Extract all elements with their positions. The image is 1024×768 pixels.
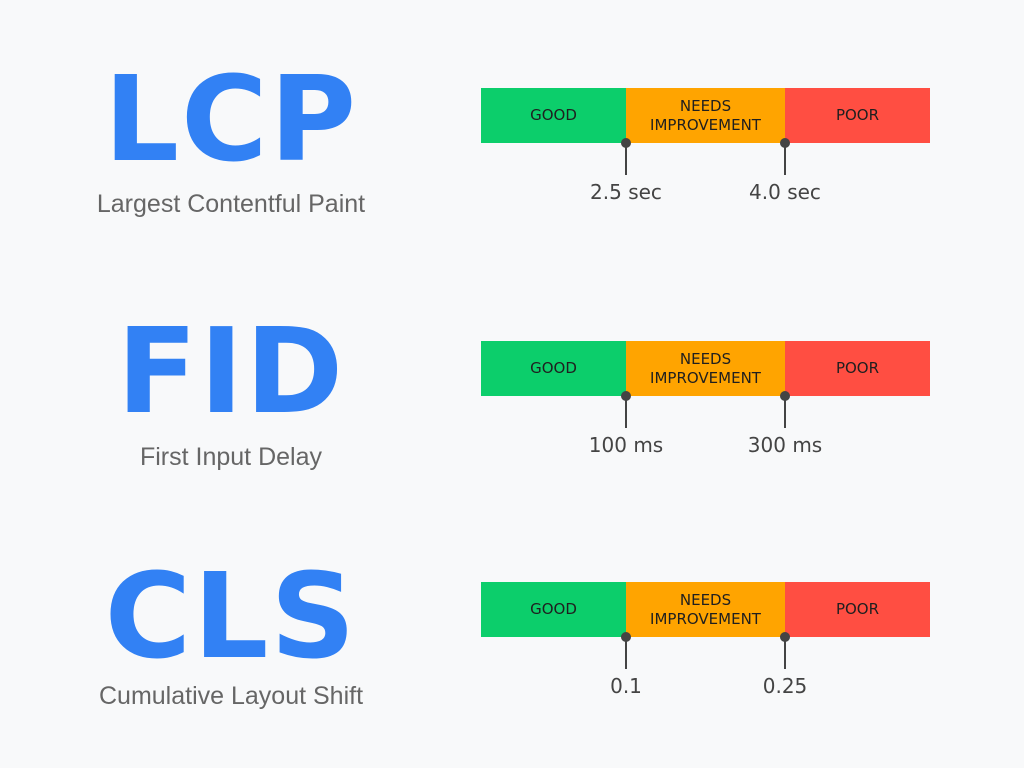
- threshold-marker: [780, 138, 790, 175]
- threshold-bar: GOOD NEEDS IMPROVEMENT POOR: [481, 341, 930, 396]
- segment-label: NEEDS IMPROVEMENT: [650, 590, 761, 628]
- segment-needs-improvement: NEEDS IMPROVEMENT: [626, 582, 785, 637]
- threshold-label: 300 ms: [747, 433, 823, 457]
- threshold-label: 4.0 sec: [749, 180, 821, 204]
- metric-lcp: LCP Largest Contentful Paint GOOD NEEDS …: [0, 0, 1024, 218]
- metric-abbreviation: FID: [116, 302, 346, 440]
- metric-abbreviation: CLS: [104, 547, 358, 685]
- segment-good: GOOD: [481, 88, 626, 143]
- threshold-bar: GOOD NEEDS IMPROVEMENT POOR: [481, 582, 930, 637]
- threshold-marker: [621, 632, 631, 669]
- threshold-label: 100 ms: [588, 433, 664, 457]
- segment-good: GOOD: [481, 341, 626, 396]
- segment-needs-improvement: NEEDS IMPROVEMENT: [626, 88, 785, 143]
- threshold-marker: [780, 391, 790, 428]
- threshold-label: 2.5 sec: [590, 180, 662, 204]
- threshold-label: 0.25: [762, 674, 808, 698]
- metric-cls: CLS Cumulative Layout Shift GOOD NEEDS I…: [0, 0, 1024, 710]
- threshold-marker: [780, 632, 790, 669]
- segment-poor: POOR: [785, 341, 930, 396]
- metric-full-name: Cumulative Layout Shift: [98, 682, 364, 710]
- threshold-label: 0.1: [610, 674, 642, 698]
- threshold-marker: [621, 138, 631, 175]
- threshold-marker: [621, 391, 631, 428]
- segment-poor: POOR: [785, 582, 930, 637]
- segment-label: NEEDS IMPROVEMENT: [650, 96, 761, 134]
- segment-needs-improvement: NEEDS IMPROVEMENT: [626, 341, 785, 396]
- threshold-bar: GOOD NEEDS IMPROVEMENT POOR: [481, 88, 930, 143]
- segment-good: GOOD: [481, 582, 626, 637]
- metric-abbreviation: LCP: [103, 50, 359, 188]
- metric-full-name: First Input Delay: [139, 443, 322, 471]
- segment-label: NEEDS IMPROVEMENT: [650, 349, 761, 387]
- segment-poor: POOR: [785, 88, 930, 143]
- metric-fid: FID First Input Delay GOOD NEEDS IMPROVE…: [0, 0, 1024, 471]
- metric-full-name: Largest Contentful Paint: [96, 190, 366, 218]
